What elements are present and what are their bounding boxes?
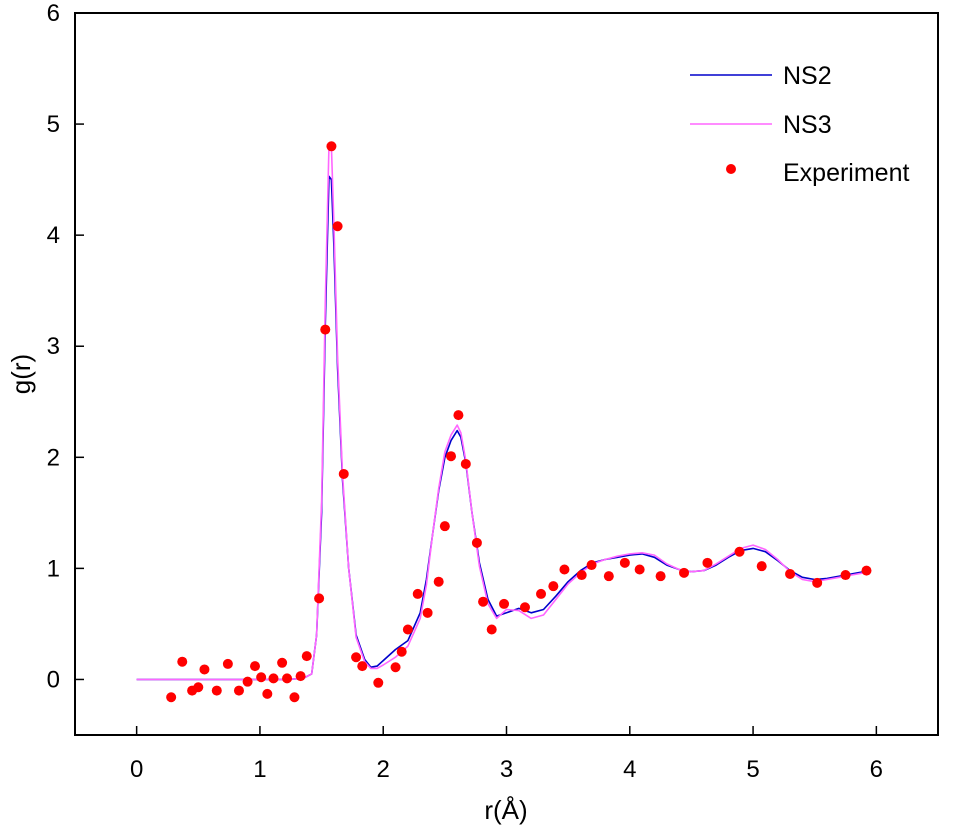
experiment-point: [277, 657, 288, 668]
experiment-point: [460, 458, 471, 469]
experiment-point: [222, 658, 233, 669]
experiment-point: [412, 588, 423, 599]
experiment-point: [242, 676, 253, 687]
experiment-point: [548, 581, 559, 592]
experiment-point: [396, 646, 407, 657]
experiment-point: [357, 661, 368, 672]
experiment-point: [282, 673, 293, 684]
experiment-point: [634, 564, 645, 575]
x-tick-label: 3: [500, 756, 513, 783]
experiment-point: [326, 141, 337, 152]
y-axis-ticks: 0 1 2 3 4 5 6: [47, 0, 84, 693]
x-tick-label: 6: [870, 756, 883, 783]
experiment-point: [603, 571, 614, 582]
experiment-point: [785, 568, 796, 579]
y-axis-title: g(r): [6, 354, 36, 394]
experiment-point: [679, 567, 690, 578]
experiment-point: [486, 624, 497, 635]
experiment-point: [559, 564, 570, 575]
experiment-point: [840, 570, 851, 581]
experiment-point: [734, 546, 745, 557]
series-lines: [136, 143, 865, 681]
legend: NS2 NS3 Experiment: [690, 62, 909, 187]
x-tick-label: 0: [130, 756, 143, 783]
experiment-point: [256, 672, 267, 683]
experiment-point: [402, 624, 413, 635]
experiment-point: [655, 571, 666, 582]
x-tick-label: 1: [253, 756, 266, 783]
experiment-point: [446, 451, 457, 462]
experiment-point: [289, 692, 300, 703]
experiment-point: [536, 588, 547, 599]
x-tick-label: 4: [623, 756, 636, 783]
experiment-point: [439, 521, 450, 532]
series-line-ns3: [136, 143, 865, 681]
legend-label: Experiment: [783, 159, 909, 187]
experiment-point: [812, 577, 823, 588]
experiment-point: [338, 468, 349, 479]
experiment-point: [268, 673, 279, 684]
experiment-point: [499, 598, 510, 609]
experiment-point: [373, 677, 384, 688]
experiment-point: [211, 685, 222, 696]
experiment-point: [619, 557, 630, 568]
x-axis-title: r(Å): [484, 795, 527, 825]
experiment-point: [861, 565, 872, 576]
experiment-point: [332, 221, 343, 232]
experiment-point: [390, 662, 401, 673]
experiment-point: [262, 688, 273, 699]
experiment-point: [320, 324, 331, 335]
experiment-point: [433, 576, 444, 587]
experiment-point: [756, 561, 767, 572]
x-tick-label: 2: [377, 756, 390, 783]
series-points: [166, 141, 872, 703]
legend-label: NS2: [783, 62, 832, 90]
experiment-point: [702, 557, 713, 568]
y-tick-label: 1: [47, 555, 60, 582]
experiment-point: [295, 671, 306, 682]
y-tick-label: 4: [47, 222, 60, 249]
experiment-point: [586, 560, 597, 571]
experiment-point: [519, 602, 530, 613]
y-tick-label: 6: [47, 0, 60, 27]
legend-label: NS3: [783, 111, 832, 139]
experiment-point: [576, 570, 587, 581]
y-tick-label: 0: [47, 666, 60, 693]
x-tick-label: 5: [746, 756, 759, 783]
experiment-point: [233, 685, 244, 696]
experiment-point: [314, 593, 325, 604]
y-tick-label: 5: [47, 111, 60, 138]
experiment-point: [351, 652, 362, 663]
experiment-point: [471, 537, 482, 548]
experiment-point: [193, 682, 204, 693]
experiment-point: [199, 664, 210, 675]
experiment-point: [249, 661, 260, 672]
experiment-point: [177, 656, 188, 667]
y-tick-label: 3: [47, 333, 60, 360]
experiment-point: [478, 596, 489, 607]
y-tick-label: 2: [47, 444, 60, 471]
experiment-point: [301, 651, 312, 662]
experiment-point: [166, 692, 177, 703]
x-axis-ticks: 0 1 2 3 4 5 6: [130, 726, 883, 783]
legend-swatch-experiment: [726, 164, 736, 174]
experiment-point: [453, 410, 464, 421]
experiment-point: [422, 607, 433, 618]
